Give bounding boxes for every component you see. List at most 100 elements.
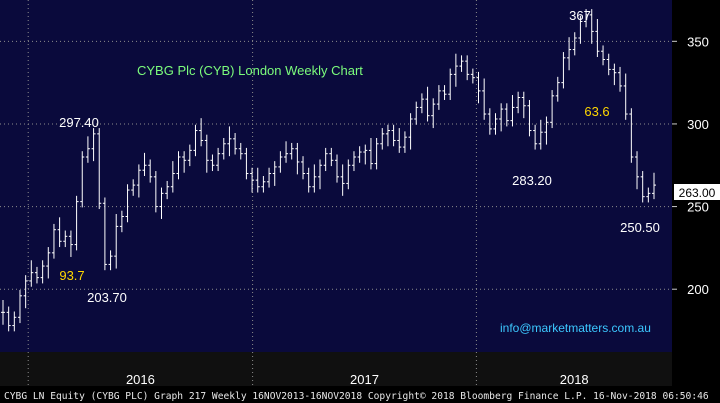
annotation-label: 63.6 <box>584 104 609 119</box>
ohlc-bar <box>442 85 447 100</box>
ohlc-bar <box>612 63 617 86</box>
ohlc-bar <box>385 124 390 147</box>
ohlc-bar <box>584 9 589 28</box>
ohlc-bar <box>278 151 283 173</box>
ohlc-bar <box>623 73 628 120</box>
ohlc-bar <box>499 103 504 132</box>
ohlc-bar <box>391 124 396 147</box>
ohlc-bar <box>80 151 85 208</box>
ohlc-bar <box>640 171 645 203</box>
annotation-label: 367 <box>569 8 591 23</box>
ohlc-bar <box>397 128 402 153</box>
ohlc-bar <box>402 131 407 153</box>
ohlc-bar <box>408 113 413 150</box>
ohlc-bar <box>476 71 481 104</box>
ohlc-bar <box>102 197 107 271</box>
ohlc-bar <box>176 151 181 180</box>
y-tick-label: 200 <box>687 282 709 297</box>
ohlc-bar <box>74 195 79 251</box>
ohlc-bar <box>380 128 385 150</box>
ohlc-bar <box>250 167 255 193</box>
annotation-label: 250.50 <box>620 220 660 235</box>
x-axis: 2016 2017 2018 <box>126 372 589 387</box>
ohlc-bar <box>550 90 555 129</box>
ohlc-bar <box>1 299 5 325</box>
ohlc-bar <box>148 159 153 183</box>
ohlc-bar <box>618 66 623 92</box>
ohlc-bar <box>589 9 594 44</box>
ohlc-bar <box>487 108 492 135</box>
ohlc-bar <box>216 147 221 172</box>
ohlc-bar <box>414 101 419 125</box>
ohlc-bar <box>368 137 373 170</box>
annotation-label: 203.70 <box>87 290 127 305</box>
ohlc-bar <box>255 167 260 193</box>
y-tick-label: 300 <box>687 117 709 132</box>
ohlc-bar <box>295 142 300 175</box>
ohlc-bar <box>182 151 187 173</box>
grid <box>0 0 672 386</box>
ohlc-bar <box>119 210 124 233</box>
ohlc-bar <box>374 137 379 170</box>
annotation-label: 297.40 <box>59 115 99 130</box>
ohlc-bar <box>238 142 243 160</box>
ohlc-bar <box>114 214 119 269</box>
plot-background <box>0 0 672 352</box>
ohlc-bar <box>595 19 600 58</box>
ohlc-bar <box>448 68 453 100</box>
ohlc-bar <box>6 306 11 332</box>
ohlc-bar <box>652 172 656 200</box>
ohlc-bar <box>578 15 583 44</box>
ohlc-bar <box>334 154 339 183</box>
ohlc-bar <box>46 247 51 279</box>
x-tick-label: 2018 <box>560 372 589 387</box>
ohlc-bar <box>606 53 611 76</box>
ohlc-bar <box>346 159 351 190</box>
ohlc-bar <box>125 184 130 223</box>
ohlc-bar <box>363 144 368 165</box>
ohlc-bar <box>329 147 334 167</box>
ohlc-bar <box>465 55 470 81</box>
ohlc-bar <box>493 113 498 135</box>
ohlc-bar <box>572 32 577 56</box>
ohlc-bar <box>142 152 147 176</box>
last-price-box: 263.00 <box>674 184 720 200</box>
ohlc-bar <box>351 151 356 172</box>
ohlc-bar <box>204 134 209 173</box>
ohlc-bar <box>221 137 226 160</box>
ohlc-bar <box>261 176 266 193</box>
ohlc-bar <box>318 159 323 190</box>
price-bars <box>1 9 656 332</box>
ohlc-bar <box>40 260 45 284</box>
ohlc-bar <box>199 118 204 147</box>
ohlc-bar <box>159 187 164 219</box>
ohlc-bar <box>170 161 175 193</box>
last-price-label: 263.00 <box>679 186 716 200</box>
ohlc-bar <box>601 45 606 66</box>
ohlc-bar <box>97 128 102 210</box>
ohlc-bar <box>23 275 28 309</box>
ohlc-bar <box>504 103 509 127</box>
ohlc-bar <box>482 78 487 120</box>
ohlc-bar <box>312 164 317 193</box>
y-axis: 200 250 300 350 <box>672 34 709 297</box>
ohlc-bar <box>436 85 441 110</box>
ohlc-bar <box>227 126 232 157</box>
ohlc-bar <box>538 119 543 150</box>
ohlc-bar <box>244 147 249 180</box>
annotation-label: 93.7 <box>59 268 84 283</box>
ohlc-bar <box>187 144 192 167</box>
ohlc-bar <box>561 52 566 89</box>
ohlc-bar <box>85 136 90 163</box>
ohlc-bar <box>533 124 538 150</box>
ohlc-bar <box>629 108 634 163</box>
ohlc-bar <box>453 53 458 87</box>
axis-band <box>0 352 672 386</box>
ohlc-bar <box>91 128 96 162</box>
ohlc-bar <box>431 98 436 129</box>
ohlc-bar <box>210 154 215 172</box>
ohlc-bar <box>63 230 68 248</box>
ohlc-bar <box>521 91 526 119</box>
ohlc-bar <box>555 76 560 102</box>
